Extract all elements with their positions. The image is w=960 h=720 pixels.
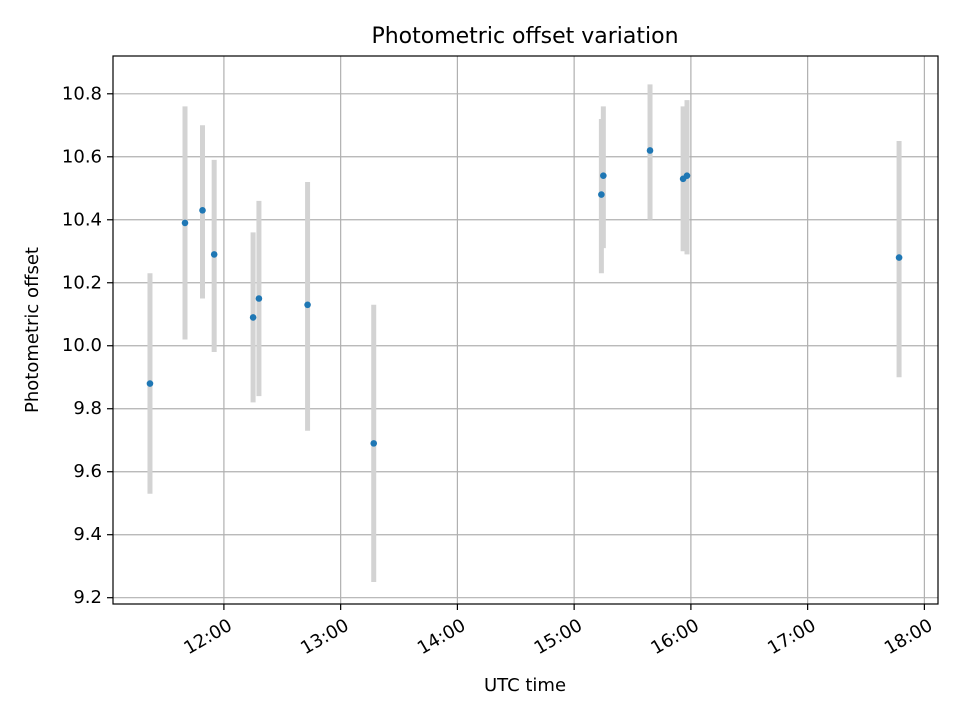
data-point — [683, 172, 691, 179]
y-tick-label: 9.4 — [73, 524, 102, 545]
data-point — [255, 295, 263, 302]
data-point — [370, 440, 378, 447]
y-tick-label: 10.2 — [62, 272, 102, 293]
data-point — [600, 172, 607, 179]
y-tick-label: 10.8 — [62, 83, 102, 104]
data-point — [304, 301, 311, 309]
data-points — [146, 147, 903, 447]
y-tick-label: 10.0 — [62, 335, 102, 356]
data-point — [646, 147, 654, 154]
y-tick-label: 10.4 — [62, 209, 102, 230]
chart-title: Photometric offset variation — [371, 24, 678, 49]
y-tick-label: 9.2 — [73, 587, 102, 608]
y-axis-ticks: 9.2 9.4 9.6 9.8 10.0 10.2 10.4 10.6 10.8 — [62, 83, 113, 608]
data-point — [598, 191, 605, 198]
data-point — [210, 251, 218, 258]
grid-lines — [113, 56, 938, 604]
y-tick-label: 9.8 — [73, 398, 102, 419]
y-axis-label: Photometric offset — [22, 247, 43, 413]
data-point — [895, 254, 903, 261]
y-tick-label: 9.6 — [73, 461, 102, 482]
plot-frame — [112, 55, 939, 605]
data-point — [181, 219, 189, 227]
y-tick-label: 10.6 — [62, 146, 102, 167]
data-point — [146, 380, 154, 387]
x-axis-label: UTC time — [484, 675, 566, 696]
data-point — [249, 314, 257, 321]
data-point — [199, 207, 206, 214]
